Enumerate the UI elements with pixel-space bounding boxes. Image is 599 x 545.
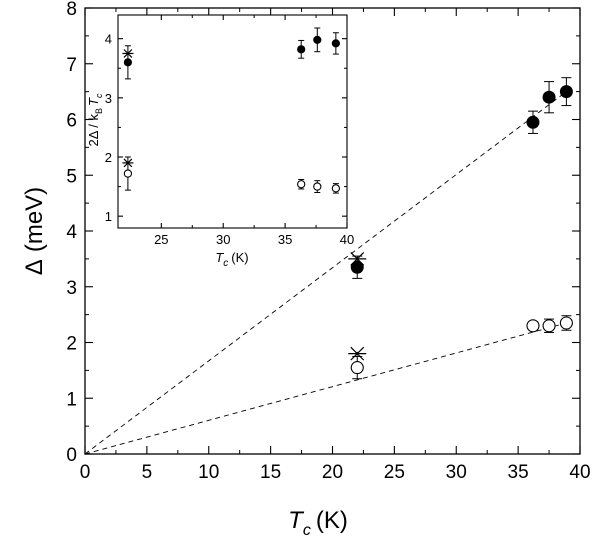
main-y-tick-label: 3 [66,278,77,299]
main-data-points [348,77,573,380]
inset-y-tick-label: 3 [105,91,112,106]
inset-x-tick-label: 30 [216,232,230,247]
inset-background [118,15,347,228]
inset-open-circle-point [297,180,306,189]
main-x-axis-unit: (K) [316,507,348,534]
main-y-tick-label: 0 [66,445,77,466]
main-open-circle-point [526,319,540,333]
main-y-tick-label: 7 [66,55,77,76]
main-open-circle-point [542,319,556,333]
main-x-axis-label: Tc (K) [288,507,348,539]
inset-y-tick-label: 2 [105,150,112,165]
inset-filled-circle-point [313,35,322,44]
inset-asterisk-point [122,49,134,58]
inset-x-axis-symbol: T [215,250,224,265]
main-x-tick-label: 25 [384,462,405,483]
inset-x-tick-label: 40 [340,232,354,247]
inset-y-axis-text: 2Δ / k [86,113,101,146]
main-y-tick-label: 5 [66,166,77,187]
main-open-circle-point [559,316,573,330]
main-y-tick-label: 4 [66,222,77,243]
main-x-tick-label: 15 [260,462,281,483]
inset-y-axis-sub-c: c [94,93,104,98]
inset-x-tick-label: 35 [278,232,292,247]
main-filled-circle-point [526,115,540,129]
main-y-axis-symbol: Δ [21,259,48,275]
inset-y-axis-label: 2Δ / kBTc [86,93,104,147]
main-y-axis-label: Δ (meV) [21,187,48,275]
inset-filled-circle-point [123,58,133,67]
main-open-circle-point [350,361,364,375]
inset-y-tick-label: 1 [105,209,112,224]
main-x-axis-subscript: c [303,522,311,539]
inset-x-axis-subscript: c [223,258,228,269]
main-x-axis-symbol: T [288,507,305,534]
main-filled-circle-point [542,90,556,104]
main-x-tick-label: 30 [446,462,467,483]
main-x-tick-label: 35 [508,462,529,483]
main-dashed-fit-line-2 [84,322,567,455]
inset-filled-circle-point [297,45,306,54]
main-x-tick-label: 5 [142,462,153,483]
inset-filled-circle-point [331,39,340,48]
main-x-tick-label: 10 [198,462,219,483]
main-y-axis-unit: (meV) [21,187,48,252]
main-filled-circle-point [559,85,573,99]
inset-open-circle-point [331,184,341,193]
inset-axis-ticks [118,15,348,228]
inset-plot-frame [117,14,348,229]
inset-open-circle-point [313,182,322,191]
main-dashed-fit-line-1 [84,91,567,455]
inset-open-circle-point [123,169,133,178]
main-asterisk-point [348,251,367,266]
main-asterisk-point [348,346,367,361]
inset-y-axis-mid: T [86,97,101,106]
main-filled-circle-point [350,260,364,274]
main-y-tick-label: 2 [66,334,77,355]
inset-data-points [122,27,341,194]
main-x-tick-label: 20 [322,462,343,483]
inset-y-axis-sub-b: B [94,108,104,114]
inset-asterisk-point [122,158,134,168]
inset-x-tick-label: 25 [154,232,168,247]
main-x-tick-label: 0 [80,462,91,483]
main-y-tick-label: 6 [66,111,77,132]
inset-x-axis-unit: (K) [231,250,248,265]
main-y-tick-label: 1 [66,389,77,410]
inset-tick-labels: 25 30 35 40 1 2 3 4 [105,32,354,247]
main-tick-labels: 0 5 10 15 20 25 30 35 40 0 1 2 3 4 5 6 7 8 [66,0,590,483]
main-y-tick-label: 8 [66,0,77,20]
inset-y-tick-label: 4 [105,32,112,47]
main-reference-lines [84,91,567,455]
main-x-tick-label: 40 [569,462,590,483]
inset-x-axis-label: Tc (K) [215,250,248,269]
